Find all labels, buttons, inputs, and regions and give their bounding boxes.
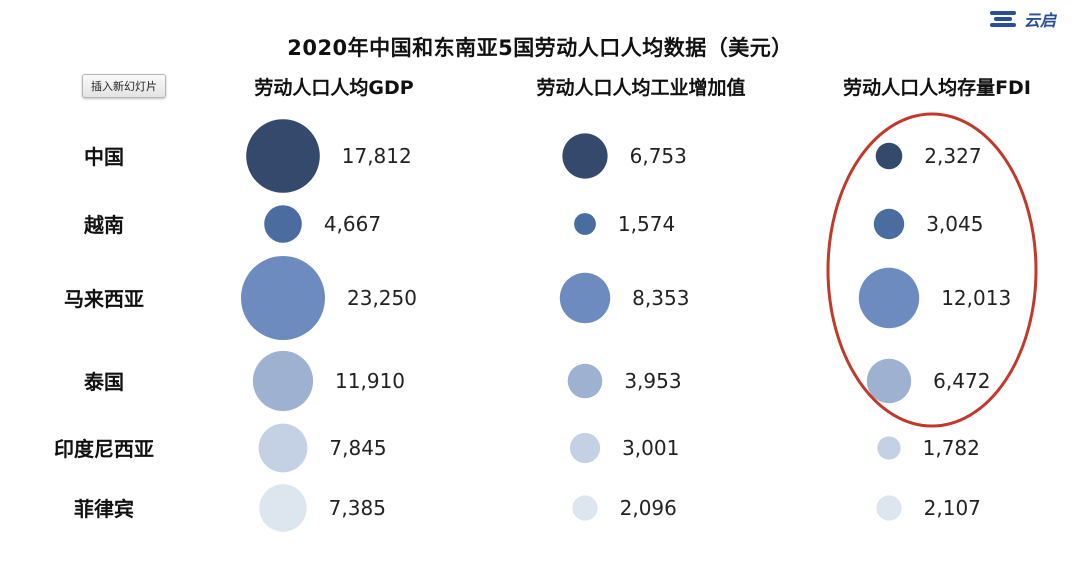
data-label: 12,013	[941, 286, 1011, 310]
data-label: 11,910	[335, 369, 405, 393]
chart-title: 2020年中国和东南亚5国劳动人口人均数据（美元）	[287, 36, 793, 60]
data-label: 1,782	[923, 436, 980, 460]
row-label: 中国	[84, 145, 124, 169]
bubble	[246, 119, 320, 193]
data-label: 6,753	[630, 144, 687, 168]
bubble	[258, 423, 308, 473]
bubble	[264, 205, 302, 243]
row-label: 越南	[83, 213, 124, 237]
bubble	[259, 484, 307, 532]
logo-text: 云启	[1024, 11, 1057, 30]
bubble	[875, 142, 903, 170]
bubble	[562, 133, 608, 179]
bubble	[559, 272, 611, 324]
bubble	[241, 256, 325, 340]
data-label: 3,953	[624, 369, 681, 393]
row-label: 泰国	[83, 370, 124, 394]
data-label: 6,472	[933, 369, 990, 393]
bubble	[252, 350, 314, 412]
data-label: 7,385	[329, 496, 386, 520]
bubble	[567, 363, 603, 399]
data-label: 1,574	[618, 212, 675, 236]
data-label: 2,096	[620, 496, 677, 520]
data-label: 2,107	[924, 496, 981, 520]
row-label: 菲律宾	[74, 497, 134, 521]
bubble	[873, 208, 905, 240]
brand-logo: 云启	[990, 6, 1066, 32]
bubble	[876, 495, 902, 521]
column-header: 劳动人口人均存量FDI	[843, 76, 1031, 99]
bubble	[569, 432, 601, 464]
data-label: 4,667	[324, 212, 381, 236]
logo-icon	[990, 9, 1020, 29]
data-label: 8,353	[632, 286, 689, 310]
data-label: 3,001	[622, 436, 679, 460]
bubble	[866, 358, 912, 404]
bubble	[574, 213, 596, 235]
data-label: 17,812	[342, 144, 412, 168]
data-label: 3,045	[926, 212, 983, 236]
bubble	[877, 436, 901, 460]
data-label: 2,327	[924, 144, 981, 168]
column-header: 劳动人口人均工业增加值	[536, 76, 745, 99]
insert-new-slide-button[interactable]: 插入新幻灯片	[82, 74, 166, 98]
data-label: 7,845	[329, 436, 386, 460]
data-label: 23,250	[347, 286, 417, 310]
row-label: 印度尼西亚	[54, 437, 154, 461]
highlight-ellipse	[826, 112, 1038, 428]
bubble	[858, 267, 920, 329]
bubble	[572, 495, 598, 521]
row-label: 马来西亚	[64, 287, 144, 311]
column-header: 劳动人口人均GDP	[254, 76, 413, 99]
